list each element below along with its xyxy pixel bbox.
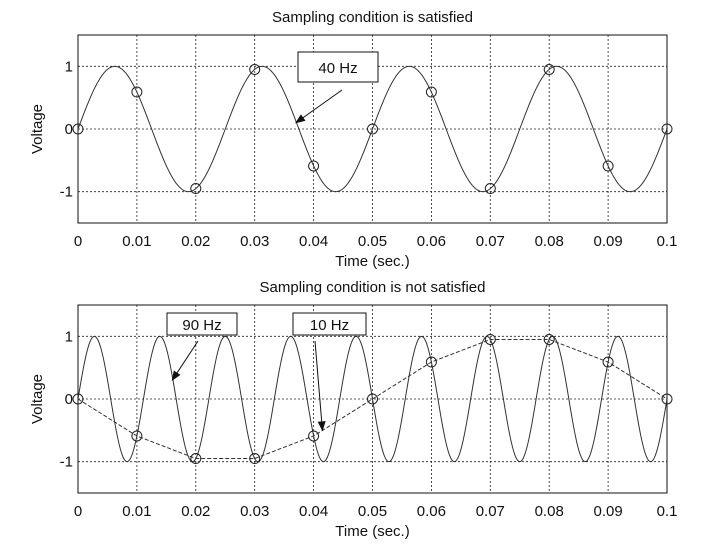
sample-marker <box>484 333 496 345</box>
annotation-label: 10 Hz <box>310 317 349 334</box>
x-tick-label: 0.05 <box>358 503 387 520</box>
series-line-40hz <box>77 65 668 193</box>
x-tick-label: 0.09 <box>593 503 622 520</box>
x-tick-label: 0 <box>74 503 82 520</box>
x-tick-label: 0.08 <box>535 503 564 520</box>
x-tick-label: 0.08 <box>535 233 564 250</box>
sample-marker <box>190 183 202 195</box>
x-tick-label: 0 <box>74 233 82 250</box>
x-tick-label: 0.05 <box>358 233 387 250</box>
y-tick-label: 0 <box>65 121 73 138</box>
x-tick-label: 0.07 <box>476 233 505 250</box>
sample-marker <box>661 123 673 135</box>
series-line-10hz <box>77 338 668 460</box>
x-axis-label: Time (sec.) <box>335 523 409 540</box>
chart-title: Sampling condition is not satisfied <box>260 279 486 296</box>
x-tick-label: 0.02 <box>181 503 210 520</box>
y-tick-label: 1 <box>65 328 73 345</box>
annotation-box <box>166 312 238 336</box>
x-tick-label: 0.04 <box>299 233 328 250</box>
x-tick-label: 0.1 <box>657 503 678 520</box>
x-tick-label: 0.07 <box>476 503 505 520</box>
x-tick-label: 0.03 <box>240 233 269 250</box>
annotation-box <box>292 312 367 336</box>
x-tick-label: 0.06 <box>417 503 446 520</box>
sample-marker <box>249 453 261 465</box>
annotation-arrow <box>171 340 199 382</box>
sample-marker <box>72 393 84 405</box>
sample-marker <box>131 86 143 98</box>
x-tick-label: 0.01 <box>122 233 151 250</box>
x-axis-label: Time (sec.) <box>335 253 409 270</box>
sample-marker <box>72 123 84 135</box>
sample-marker <box>367 123 378 135</box>
sample-marker <box>367 393 378 405</box>
annotation-arrow <box>314 340 326 432</box>
annotation-arrow <box>295 89 343 124</box>
y-axis-label: Voltage <box>29 374 46 424</box>
sample-marker <box>190 453 202 465</box>
x-tick-label: 0.09 <box>593 233 622 250</box>
annotation-label: 40 Hz <box>318 60 357 77</box>
sample-marker <box>425 86 437 98</box>
y-tick-label: -1 <box>60 184 73 201</box>
x-tick-label: 0.1 <box>657 233 678 250</box>
x-tick-label: 0.06 <box>417 233 446 250</box>
sample-marker <box>661 393 673 405</box>
annotation-box <box>297 51 379 83</box>
sample-marker <box>602 356 614 368</box>
x-tick-label: 0.01 <box>122 503 151 520</box>
x-tick-label: 0.03 <box>240 503 269 520</box>
sample-marker <box>308 430 320 442</box>
sample-marker <box>543 333 555 345</box>
sample-marker <box>131 430 143 442</box>
sample-marker <box>425 356 437 368</box>
sample-marker <box>484 183 496 195</box>
y-axis-label: Voltage <box>29 104 46 154</box>
sample-marker <box>602 160 614 172</box>
plot-panel-2: 0 0.01 0.02 0.03 0.04 0.05 0.06 0.07 0.08 0.09 0.1… <box>29 279 677 540</box>
sample-marker <box>249 63 261 75</box>
x-tick-label: 0.02 <box>181 233 210 250</box>
sample-marker <box>308 160 320 172</box>
annotation-label: 90 Hz <box>182 317 221 334</box>
y-tick-label: -1 <box>60 454 73 471</box>
sample-marker <box>543 63 555 75</box>
y-tick-label: 1 <box>65 58 73 75</box>
x-tick-label: 0.04 <box>299 503 328 520</box>
y-tick-label: 0 <box>65 391 73 408</box>
plot-panel-1: 0 0.01 0.02 0.03 0.04 0.05 0.06 0.07 0.08 0.09 0.1… <box>29 9 677 270</box>
chart-title: Sampling condition is satisfied <box>272 9 473 26</box>
